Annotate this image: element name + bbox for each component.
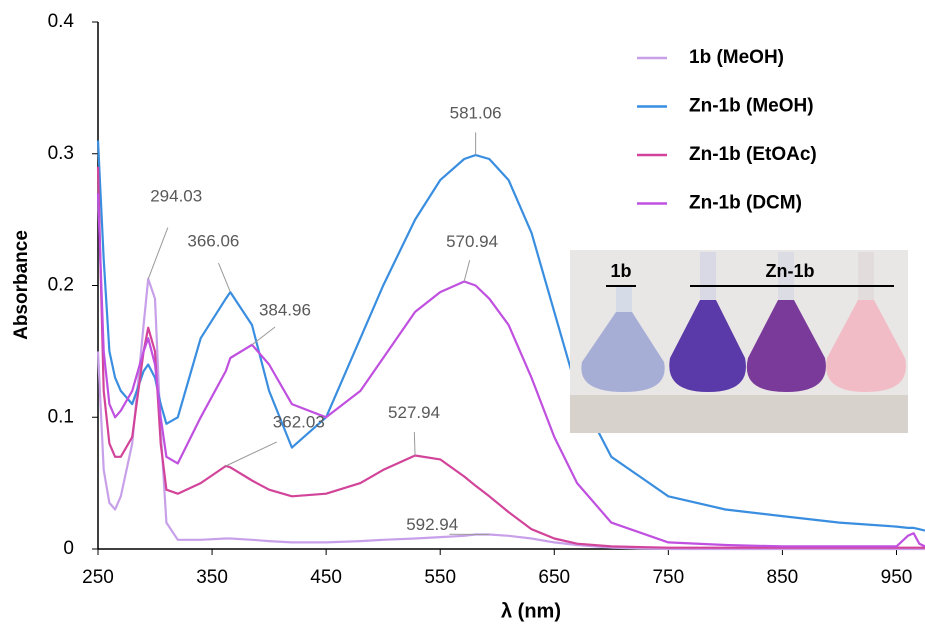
y-axis-label: Absorbance [11,230,32,340]
x-tick-label: 950 [881,567,913,588]
annotation-label: 384.96 [259,300,311,319]
flask-neck [616,285,632,315]
annotation-label: 366.06 [187,232,239,251]
x-tick-label: 750 [652,567,684,588]
y-tick-label: 0 [63,538,74,559]
x-tick-label: 650 [538,567,570,588]
legend-label: Zn-1b (DCM) [689,193,802,214]
x-axis-label: λ (nm) [501,600,561,622]
annotation-label: 581.06 [450,104,502,123]
inset-label: 1b [610,261,631,281]
y-tick-label: 0.3 [48,143,74,164]
annotation-label: 294.03 [150,186,202,205]
chart: λ (nm) Absorbance 0 0.1 0.2 0.3 0.4 250 350 450… [0,0,925,630]
inset-photo: 1b Zn-1b [570,250,908,433]
annotation-leader [226,442,277,466]
x-tick-label: 350 [196,567,228,588]
annotation-leader [218,263,230,292]
x-tick-label: 250 [82,567,114,588]
x-tick-label: 550 [424,567,456,588]
x-tick-label: 850 [767,567,799,588]
annotation-label: 592.94 [406,515,458,534]
annotation-label: 570.94 [446,232,498,251]
y-tick-label: 0.1 [48,406,74,427]
x-tick-label: 450 [310,567,342,588]
y-tick-label: 0.4 [48,11,75,32]
legend-label: Zn-1b (MeOH) [689,96,814,117]
legend-label: Zn-1b (EtOAc) [689,144,817,165]
annotation-leader [148,228,168,279]
annotation-label: 362.03 [273,412,325,431]
y-tick-label: 0.2 [48,275,74,296]
annotation-label: 527.94 [388,403,440,422]
annotation-leader [464,260,470,281]
annotation-leader [414,432,415,455]
inset-label: Zn-1b [766,261,815,281]
photo-table [570,395,908,433]
legend-label: 1b (MeOH) [689,47,784,68]
